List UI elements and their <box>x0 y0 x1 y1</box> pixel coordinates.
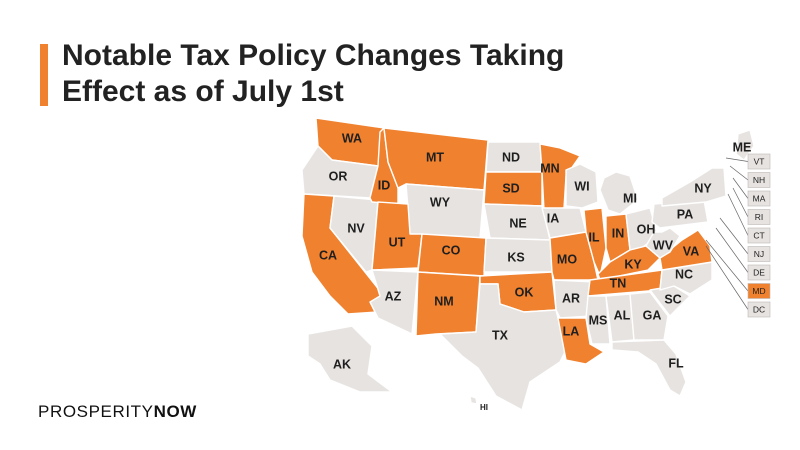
state-label-LA: LA <box>563 324 580 338</box>
state-label-KY: KY <box>624 257 642 271</box>
state-box-RI <box>747 209 771 225</box>
state-label-ND: ND <box>502 150 520 164</box>
leader-line-NJ <box>719 217 749 255</box>
state-label-NY: NY <box>694 181 712 195</box>
state-label-HI: HI <box>480 403 488 412</box>
state-box-MD <box>747 283 771 299</box>
map-title-line-2: Effect as of July 1st <box>62 75 344 108</box>
state-HI <box>469 395 478 405</box>
state-WV <box>645 227 681 259</box>
state-label-WA: WA <box>342 131 362 145</box>
state-label-AK: AK <box>333 357 351 371</box>
state-label-MT: MT <box>426 150 444 164</box>
state-label-KS: KS <box>507 250 524 264</box>
state-box-label-MD: MD <box>752 286 765 296</box>
state-box-label-MA: MA <box>753 193 766 203</box>
state-box-CT <box>747 227 771 244</box>
prosperity-now-logo: PROSPERITYNOW <box>38 402 197 422</box>
state-GA <box>629 291 669 341</box>
state-TX <box>439 283 567 411</box>
state-MN <box>539 143 581 211</box>
state-MI <box>599 171 639 215</box>
state-AK <box>307 325 393 393</box>
state-label-SC: SC <box>664 292 681 306</box>
state-label-FL: FL <box>668 356 684 370</box>
state-label-MN: MN <box>540 161 559 175</box>
state-label-WV: WV <box>653 238 674 252</box>
state-box-NJ <box>747 246 771 262</box>
state-FL <box>611 339 687 397</box>
state-label-MI: MI <box>623 191 637 205</box>
state-label-IA: IA <box>547 211 560 225</box>
leader-line-VT <box>725 157 749 162</box>
state-label-CA: CA <box>319 248 337 262</box>
state-box-label-NH: NH <box>753 175 765 185</box>
state-WY <box>405 183 485 239</box>
map-title: Notable Tax Policy Changes Taking Effect… <box>62 38 564 110</box>
state-label-NC: NC <box>675 267 693 281</box>
state-label-WI: WI <box>574 179 589 193</box>
leader-line-NH <box>729 165 749 181</box>
state-label-ID: ID <box>378 178 391 192</box>
state-label-IL: IL <box>588 230 599 244</box>
state-label-GA: GA <box>643 308 662 322</box>
state-box-label-NJ: NJ <box>754 249 764 259</box>
state-label-UT: UT <box>389 235 406 249</box>
state-label-ME: ME <box>733 140 752 154</box>
state-label-IN: IN <box>612 226 625 240</box>
state-label-SD: SD <box>502 181 519 195</box>
state-label-MS: MS <box>589 313 608 327</box>
northeast-boxes: VT NH MA RI CT NJ DE MD DC <box>705 153 771 318</box>
leader-line-CT <box>727 193 749 236</box>
state-box-VT <box>747 153 771 170</box>
state-box-label-VT: VT <box>754 156 765 166</box>
state-label-AZ: AZ <box>385 289 402 303</box>
state-box-label-DE: DE <box>753 267 765 277</box>
leader-line-DE <box>715 227 749 273</box>
leader-line-MD <box>705 239 749 292</box>
leader-line-DC <box>705 245 749 310</box>
state-label-OK: OK <box>515 285 534 299</box>
state-label-WY: WY <box>430 195 451 209</box>
map-title-line-1: Notable Tax Policy Changes Taking <box>62 39 565 72</box>
state-label-TN: TN <box>610 276 627 290</box>
state-box-NH <box>747 172 771 188</box>
state-box-label-DC: DC <box>753 304 765 314</box>
state-label-CO: CO <box>442 243 461 257</box>
state-label-MO: MO <box>557 252 577 266</box>
states-layer <box>301 117 755 411</box>
state-MS <box>585 295 611 345</box>
state-box-label-RI: RI <box>755 212 764 222</box>
logo-part-1: PROSPERITY <box>38 402 154 421</box>
state-label-NM: NM <box>434 294 453 308</box>
state-label-NE: NE <box>509 216 526 230</box>
state-label-OH: OH <box>637 222 656 236</box>
state-box-DE <box>747 264 771 281</box>
state-label-PA: PA <box>677 207 693 221</box>
state-box-label-CT: CT <box>753 230 764 240</box>
state-label-AL: AL <box>614 308 631 322</box>
state-ME <box>735 129 755 161</box>
state-VA <box>659 229 713 271</box>
state-label-NV: NV <box>347 221 365 235</box>
leader-line-RI <box>732 187 749 218</box>
state-WI <box>565 163 599 209</box>
title-accent-bar <box>40 44 48 106</box>
state-label-OR: OR <box>329 169 348 183</box>
state-labels-layer: WA OR CA NV ID MT WY UT CO AZ NM ND SD NE KS OK TX MN IA MO… <box>319 131 751 412</box>
state-AR <box>553 279 597 319</box>
state-label-AR: AR <box>562 291 580 305</box>
leader-line-MA <box>732 177 749 199</box>
state-label-TX: TX <box>492 328 509 342</box>
state-NY <box>661 167 727 207</box>
state-box-MA <box>747 190 771 207</box>
logo-part-2: NOW <box>153 402 197 421</box>
state-label-VA: VA <box>683 244 699 258</box>
state-box-DC <box>747 301 771 318</box>
